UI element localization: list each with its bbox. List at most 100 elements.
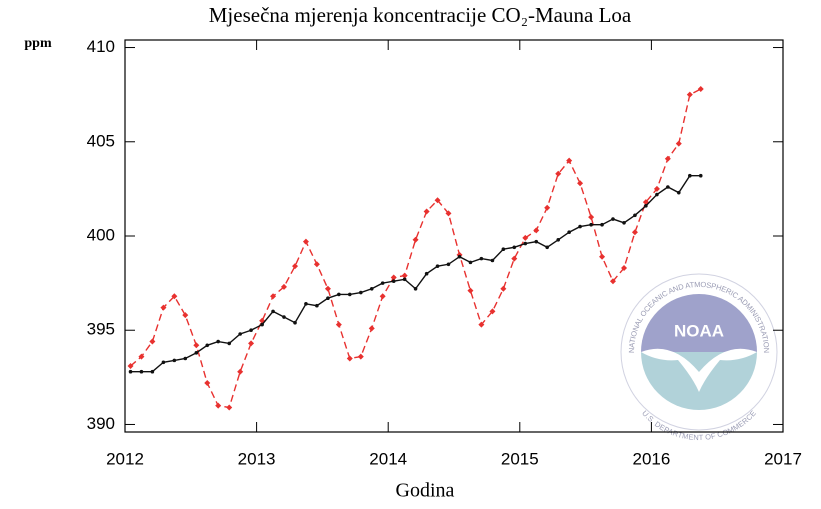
point [589, 222, 593, 227]
point [522, 234, 529, 241]
point [423, 208, 430, 215]
point [194, 351, 199, 355]
point [369, 286, 374, 291]
point [293, 320, 297, 325]
point [686, 91, 693, 98]
point [478, 321, 485, 328]
point [347, 292, 352, 297]
point [216, 339, 220, 344]
point [172, 358, 177, 363]
y-tick-label: 395 [87, 320, 115, 339]
point [599, 253, 606, 260]
point [248, 340, 255, 347]
point [292, 263, 299, 270]
point [698, 173, 703, 178]
point [380, 281, 385, 285]
logo-text: NOAA [674, 321, 724, 340]
point [633, 213, 637, 218]
point [457, 254, 462, 259]
point [270, 293, 277, 300]
point [664, 155, 671, 162]
point [544, 204, 551, 211]
x-axis-label: Godina [396, 480, 455, 502]
point [182, 312, 189, 319]
point [149, 338, 156, 345]
point [324, 285, 331, 292]
point [138, 353, 145, 360]
point [412, 236, 419, 243]
point [357, 353, 364, 360]
point [304, 302, 308, 306]
point [577, 180, 584, 187]
point [533, 227, 540, 234]
point [391, 279, 396, 284]
x-tick-label: 2015 [501, 449, 539, 468]
point [280, 283, 287, 290]
point [413, 286, 418, 291]
point [621, 265, 628, 272]
point [622, 221, 626, 225]
point [468, 260, 473, 265]
point [567, 230, 571, 235]
point [238, 332, 242, 336]
x-tick-label: 2017 [764, 449, 802, 468]
y-tick-label: 390 [87, 414, 115, 433]
point [205, 343, 210, 348]
point [226, 404, 233, 411]
point [588, 214, 595, 221]
point [555, 170, 562, 177]
point [501, 247, 506, 251]
point [631, 229, 638, 236]
point [578, 224, 582, 229]
point [346, 355, 353, 362]
point [183, 356, 188, 361]
point [675, 140, 682, 147]
point [435, 264, 440, 268]
point [490, 258, 495, 263]
point [260, 322, 264, 327]
point [511, 255, 518, 262]
point [368, 325, 375, 332]
point [545, 245, 549, 250]
point [128, 369, 133, 374]
point [479, 256, 484, 261]
point [467, 287, 474, 294]
point [271, 309, 275, 314]
x-tick-label: 2014 [369, 449, 407, 468]
point [676, 190, 681, 195]
point [337, 292, 341, 297]
point [302, 238, 309, 245]
logo-bird [641, 348, 757, 392]
series-line [130, 174, 701, 373]
x-tick-label: 2012 [106, 449, 144, 468]
point [227, 341, 232, 346]
x-tick-label: 2016 [632, 449, 670, 468]
point [688, 173, 692, 178]
point [139, 369, 144, 374]
point [655, 192, 659, 197]
series-line [130, 88, 702, 409]
point [489, 308, 496, 315]
point [215, 402, 222, 409]
point [193, 342, 200, 349]
point [401, 272, 408, 279]
point [500, 285, 507, 292]
point [379, 293, 386, 300]
noaa-logo: NOAA NATIONAL OCEANIC AND ATMOSPHERIC AD… [620, 273, 778, 442]
point [445, 210, 452, 217]
point [160, 304, 167, 311]
point [534, 239, 539, 244]
point [402, 277, 407, 282]
point [566, 157, 573, 164]
point [523, 241, 528, 246]
point [697, 86, 704, 92]
point [315, 303, 319, 308]
point [424, 271, 429, 276]
point [127, 363, 134, 370]
point [600, 222, 604, 227]
point [282, 315, 286, 319]
point [653, 185, 660, 192]
point [204, 380, 211, 386]
point [434, 197, 441, 204]
